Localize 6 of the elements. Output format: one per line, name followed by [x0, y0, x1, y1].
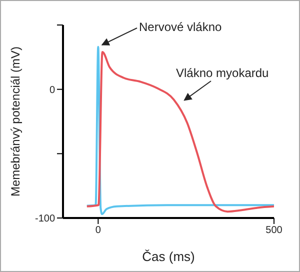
- annotation: Nervové vlákno: [139, 20, 222, 34]
- y-axis-title: Memebránvý potenciál (mV): [8, 46, 22, 197]
- x-tick-label: 500: [266, 225, 283, 236]
- x-axis-title: Čas (ms): [142, 249, 195, 264]
- y-tick-label: -100: [34, 214, 56, 225]
- annotation: Vlákno myokardu: [176, 66, 269, 80]
